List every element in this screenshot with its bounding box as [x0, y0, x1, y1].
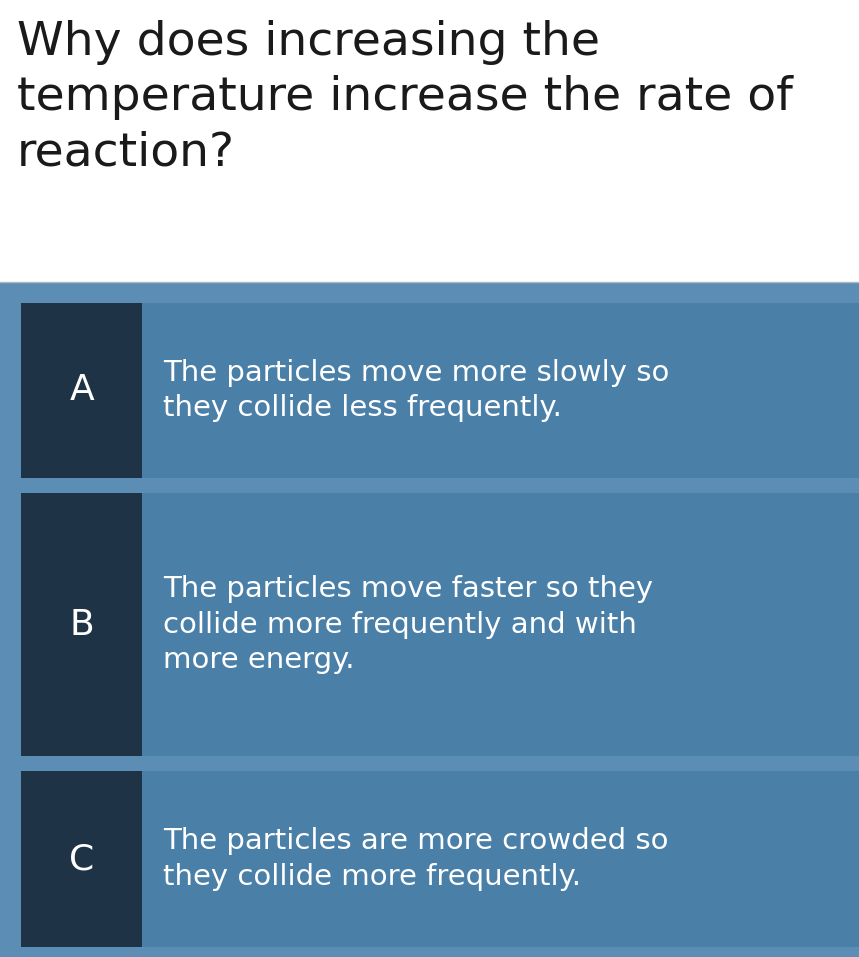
Bar	[21, 771, 859, 946]
Bar	[21, 493, 142, 756]
Text: The particles are more crowded so
they collide more frequently.: The particles are more crowded so they c…	[163, 827, 668, 891]
Text: A: A	[70, 373, 94, 408]
Text: The particles move faster so they
collide more frequently and with
more energy.: The particles move faster so they collid…	[163, 575, 654, 675]
Bar	[21, 302, 859, 478]
Bar	[21, 771, 142, 946]
Text: The particles move more slowly so
they collide less frequently.: The particles move more slowly so they c…	[163, 359, 669, 422]
Bar	[21, 302, 142, 478]
Bar	[0, 282, 859, 957]
Bar	[21, 493, 859, 756]
Text: B: B	[70, 608, 94, 642]
Text: Why does increasing the
temperature increase the rate of
reaction?: Why does increasing the temperature incr…	[17, 20, 793, 176]
Text: C: C	[69, 842, 94, 876]
